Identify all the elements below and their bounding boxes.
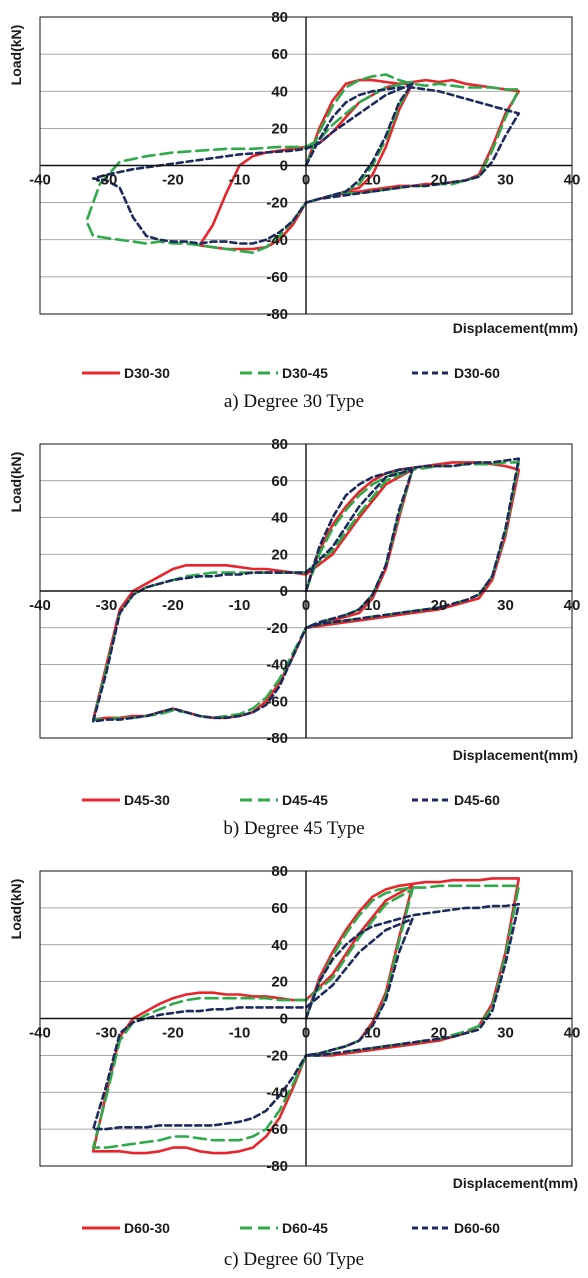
x-axis-title: Displacement(mm) [453, 320, 578, 336]
chart-caption: a) Degree 30 Type [224, 391, 364, 412]
y-tick-label: 0 [280, 583, 288, 600]
x-tick-label: -30 [96, 1025, 118, 1042]
series-line-D45-60 [91, 457, 521, 723]
legend-label: D45-30 [124, 792, 170, 808]
x-tick-label: -10 [229, 597, 251, 614]
x-tick-label: 10 [364, 1025, 381, 1042]
y-tick-label: -40 [266, 1084, 288, 1101]
y-tick-label: -40 [266, 232, 288, 249]
chart-3: -40 -30 -20 -10 0 10 20 30 40 -80 -60 -40 -20 0 20 40 60… [8, 863, 580, 1270]
y-tick-label: 0 [280, 1011, 288, 1028]
y-tick-label: -20 [266, 620, 288, 637]
x-tick-label: 40 [564, 172, 581, 189]
x-tick-label: 10 [364, 172, 381, 189]
series-line-D60-45 [91, 884, 521, 1149]
y-tick-label: -80 [266, 306, 288, 323]
y-tick-label: 40 [271, 937, 288, 954]
y-tick-label: -60 [266, 693, 288, 710]
x-tick-label: 40 [564, 1025, 581, 1042]
legend-label: D30-45 [282, 365, 328, 381]
series-line-D30-45 [85, 73, 521, 254]
x-axis-title: Displacement(mm) [453, 1175, 578, 1191]
series-group [91, 457, 521, 723]
series-line-D60-60 [91, 902, 521, 1131]
x-tick-label: 10 [364, 597, 381, 614]
y-tick-label: 0 [280, 158, 288, 175]
y-tick-label: 60 [271, 46, 288, 63]
chart-2: -40 -30 -20 -10 0 10 20 30 40 -80 -60 -40 -20 0 20 40 60… [8, 436, 580, 839]
y-tick-label: -20 [266, 1047, 288, 1064]
y-tick-label: -60 [266, 269, 288, 286]
x-tick-label: -40 [29, 1025, 51, 1042]
y-tick-label: -40 [266, 657, 288, 674]
x-tick-label: -20 [162, 172, 184, 189]
x-tick-label: -30 [96, 172, 118, 189]
y-tick-label: 60 [271, 473, 288, 490]
x-tick-label: 20 [431, 597, 448, 614]
legend-label: D60-30 [124, 1220, 170, 1236]
y-tick-label: 40 [271, 510, 288, 527]
y-tick-label: 40 [271, 83, 288, 100]
y-tick-label: -20 [266, 195, 288, 212]
y-tick-label: -60 [266, 1121, 288, 1138]
x-tick-label: 0 [302, 597, 310, 614]
y-tick-label: 80 [271, 436, 288, 453]
y-tick-label: -80 [266, 1158, 288, 1175]
y-tick-label: 20 [271, 120, 288, 137]
legend-label: D30-60 [454, 365, 500, 381]
legend-label: D60-45 [282, 1220, 328, 1236]
series-group [85, 73, 521, 254]
y-tick-label: 20 [271, 546, 288, 563]
x-tick-label: 20 [431, 172, 448, 189]
y-tick-label: 80 [271, 9, 288, 26]
x-tick-label: -40 [29, 597, 51, 614]
x-tick-label: 40 [564, 597, 581, 614]
legend-label: D60-60 [454, 1220, 500, 1236]
x-tick-label: -10 [229, 1025, 251, 1042]
legend-label: D45-60 [454, 792, 500, 808]
x-tick-label: -20 [162, 597, 184, 614]
x-tick-label: 0 [302, 1025, 310, 1042]
y-tick-label: 60 [271, 900, 288, 917]
x-tick-label: -10 [229, 172, 251, 189]
x-tick-label: -20 [162, 1025, 184, 1042]
y-axis-title: Load(kN) [8, 452, 24, 513]
legend-label: D30-30 [124, 365, 170, 381]
x-tick-label: 0 [302, 172, 310, 189]
y-tick-label: 20 [271, 974, 288, 991]
y-axis-title: Load(kN) [8, 25, 24, 86]
chart-caption: c) Degree 60 Type [224, 1249, 364, 1270]
y-tick-label: 80 [271, 863, 288, 880]
x-tick-label: 30 [497, 172, 514, 189]
x-tick-label: 30 [497, 597, 514, 614]
series-group [91, 877, 521, 1155]
series-line-D30-60 [91, 82, 521, 245]
x-tick-label: 30 [497, 1025, 514, 1042]
x-tick-label: -30 [96, 597, 118, 614]
chart-1: -40 -30 -20 -10 0 10 20 30 40 -80 -60 -40 -20 0 20 40 60… [8, 9, 580, 412]
x-axis-title: Displacement(mm) [453, 747, 578, 763]
x-tick-label: -40 [29, 172, 51, 189]
x-tick-label: 20 [431, 1025, 448, 1042]
legend-label: D45-45 [282, 792, 328, 808]
series-line-D30-30 [198, 78, 521, 251]
chart-caption: b) Degree 45 Type [223, 818, 364, 839]
y-axis-title: Load(kN) [8, 879, 24, 940]
y-tick-label: -80 [266, 730, 288, 747]
